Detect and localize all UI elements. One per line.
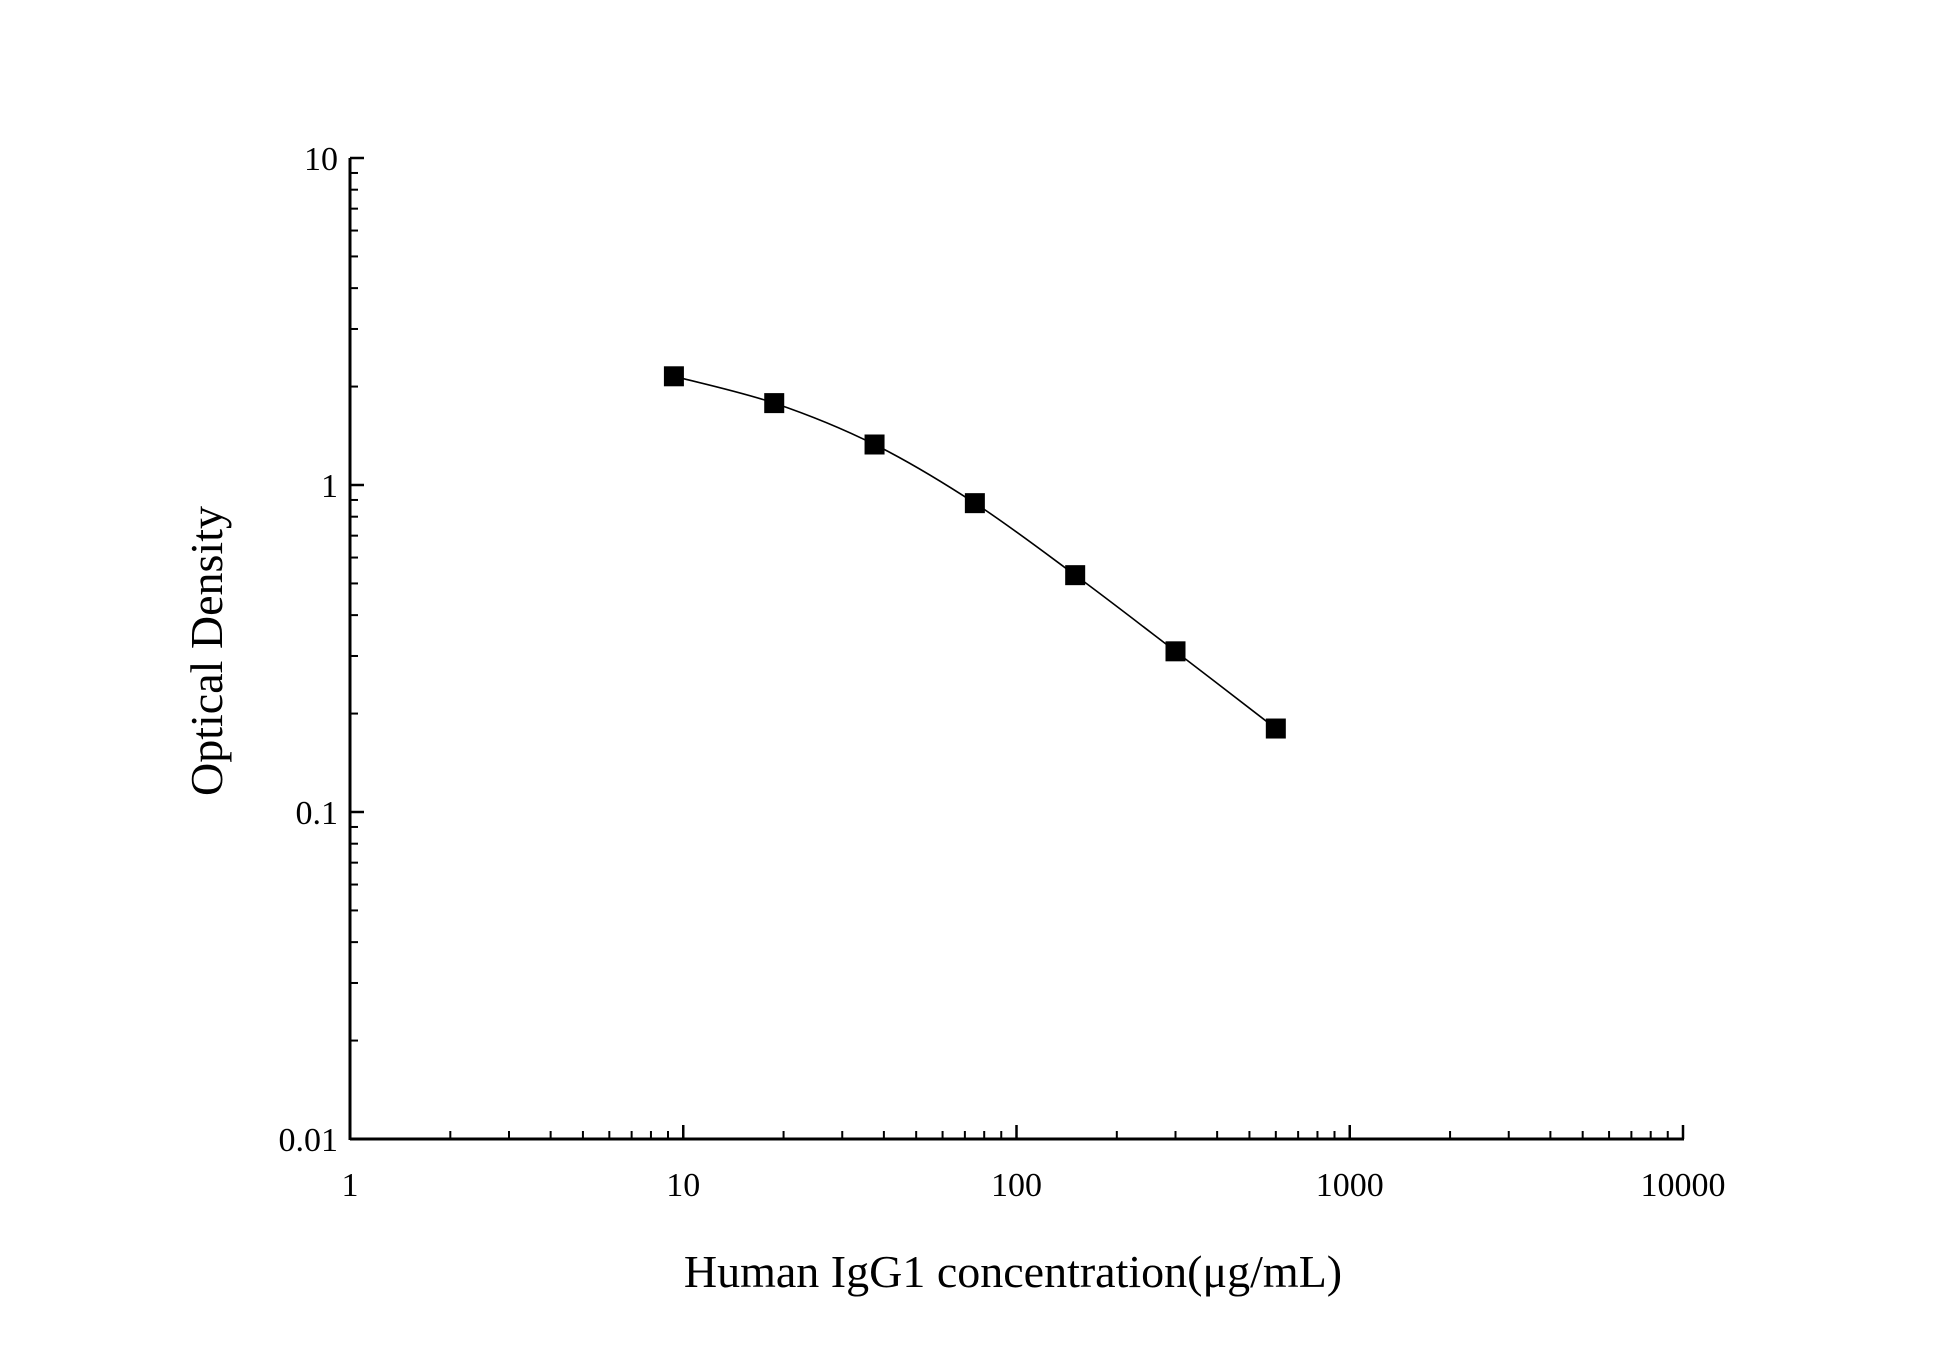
y-tick-label: 0.1 [296,795,339,832]
data-point-marker [1165,641,1186,662]
data-point-marker [764,393,785,414]
x-tick-label: 10 [666,1167,700,1204]
axes [348,158,1684,1141]
data-point-marker [663,366,684,387]
x-tick-label: 1 [342,1167,359,1204]
x-tick-label: 1000 [1316,1167,1384,1204]
x-axis-title: Human IgG1 concentration(μg/mL) [684,1246,1342,1297]
data-point-marker [1065,565,1086,586]
fit-curve-line [673,375,1277,730]
x-tick-label: 100 [991,1167,1042,1204]
y-tick-label: 0.01 [279,1122,339,1159]
fit-curve [673,375,1277,730]
data-point-marker [1265,718,1286,739]
data-point-marker [864,434,885,455]
y-axis-title: Optical Density [181,506,232,796]
data-points [663,366,1286,739]
y-tick-label: 10 [304,141,338,178]
data-point-marker [964,493,985,514]
tick-marks [348,156,1685,1141]
y-tick-label: 1 [321,468,338,505]
tick-labels: 1 10 100 1000 10000 0.01 0.1 1 10 [279,141,1726,1204]
x-tick-label: 10000 [1641,1167,1726,1204]
